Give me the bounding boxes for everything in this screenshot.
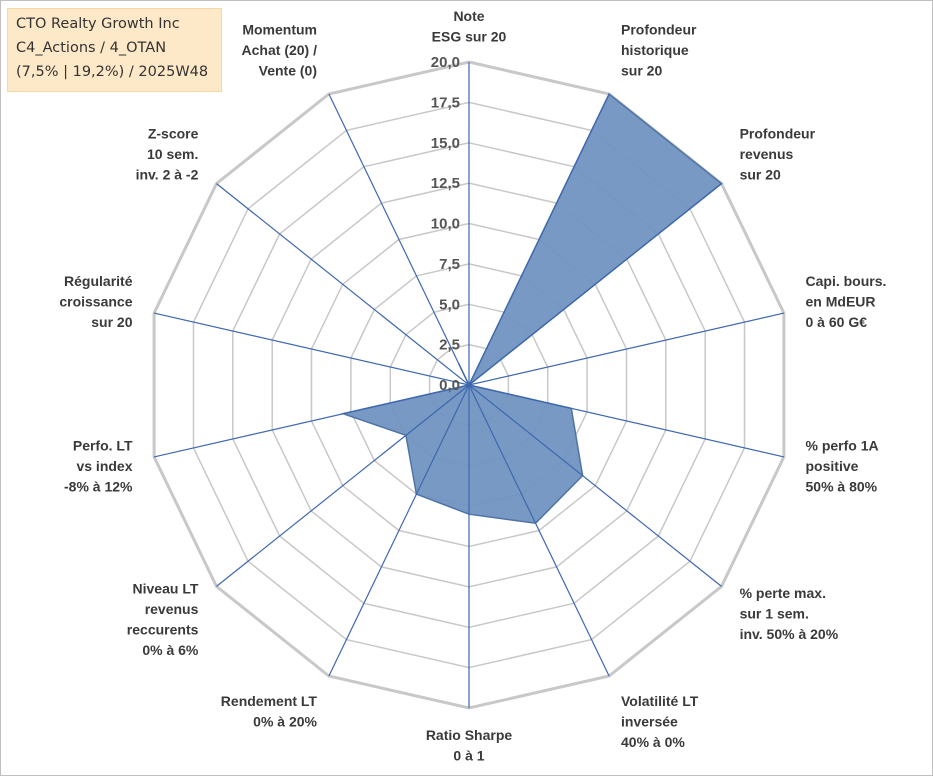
- axis-spoke: [153, 384, 470, 458]
- axis-spoke: [468, 93, 610, 386]
- axis-label-line: croissance: [59, 294, 132, 310]
- axis-label-line: % perte max.: [740, 585, 826, 601]
- axis-label-line: Achat (20) /: [242, 42, 318, 58]
- axis-label-line: Niveau LT: [133, 581, 199, 597]
- axis-label: Z-score 10 sem. inv. 2 à -2: [136, 125, 199, 182]
- axis-label-line: Profondeur: [621, 21, 697, 37]
- axis-label-line: sur 20: [740, 166, 781, 182]
- axis-spoke: [328, 93, 470, 386]
- axis-label: Capi. bours. en MdEUR 0 à 60 G€: [806, 273, 887, 330]
- radial-tick-label: 10,0: [431, 216, 460, 233]
- axis-label-line: revenus: [740, 146, 794, 162]
- radial-tick-label: 12,5: [431, 175, 460, 192]
- axis-label-line: historique: [621, 42, 689, 58]
- axis-label: Régularité croissance sur 20: [59, 273, 132, 330]
- axis-spoke: [153, 312, 470, 386]
- axis-spoke: [216, 183, 470, 386]
- axis-label-line: revenus: [145, 601, 199, 617]
- axis-label-line: inv. 50% à 20%: [740, 626, 839, 642]
- axis-label-line: Volatilité LT: [621, 693, 699, 709]
- axis-label-line: Capi. bours.: [806, 273, 887, 289]
- axis-label-line: Z-score: [148, 125, 199, 141]
- axis-label: Profondeur historique sur 20: [621, 21, 697, 78]
- axis-spoke: [328, 384, 470, 677]
- radial-tick-label: 2,5: [439, 337, 460, 354]
- axis-spoke: [468, 183, 722, 386]
- axis-label: % perfo 1A positive 50% à 80%: [806, 437, 879, 494]
- axis-label-line: 40% à 0%: [621, 734, 685, 750]
- axis-spoke: [468, 384, 610, 677]
- axis-label: Profondeur revenus sur 20: [740, 125, 816, 182]
- axis-label: Volatilité LT inversée 40% à 0%: [621, 693, 699, 750]
- axis-label-line: reccurents: [127, 622, 199, 638]
- axis-label-line: positive: [806, 458, 859, 474]
- radial-tick-label: 7,5: [439, 256, 460, 273]
- radial-tick-label: 5,0: [439, 296, 460, 313]
- axis-label-line: sur 20: [91, 314, 132, 330]
- axis-label-line: Profondeur: [740, 125, 816, 141]
- axis-label-line: en MdEUR: [806, 294, 876, 310]
- axis-label-line: Rendement LT: [221, 693, 318, 709]
- axis-label-line: Perfo. LT: [73, 437, 133, 453]
- axis-spoke: [468, 384, 785, 458]
- axis-label-line: inversée: [621, 714, 678, 730]
- axis-label-line: ESG sur 20: [432, 29, 507, 45]
- axis-label-line: Momentum: [242, 21, 317, 37]
- axis-label-line: Note: [453, 8, 484, 24]
- axis-label: Perfo. LT vs index -8% à 12%: [64, 437, 133, 494]
- axis-label-line: sur 1 sem.: [740, 606, 809, 622]
- chart-title-line: (7,5% | 19,2%) / 2025W48: [16, 64, 209, 80]
- axis-label: % perte max. sur 1 sem. inv. 50% à 20%: [740, 585, 839, 642]
- chart-title-line: CTO Realty Growth Inc: [16, 16, 180, 32]
- axis-label-line: inv. 2 à -2: [136, 166, 199, 182]
- axis-label-line: Régularité: [64, 273, 133, 289]
- chart-title-line: C4_Actions / 4_OTAN: [16, 40, 167, 56]
- axis-label-line: % perfo 1A: [806, 437, 879, 453]
- radial-tick-label: 17,5: [431, 94, 460, 111]
- axis-label-line: 10 sem.: [147, 146, 198, 162]
- axis-label-line: 0% à 6%: [142, 642, 199, 658]
- radial-tick-label: 20,0: [431, 54, 460, 71]
- axis-label: Rendement LT 0% à 20%: [221, 693, 318, 730]
- axis-spoke: [468, 384, 722, 587]
- axis-label-line: -8% à 12%: [64, 478, 133, 494]
- axis-label-line: sur 20: [621, 62, 662, 78]
- radial-tick-label: 15,0: [431, 135, 460, 152]
- axis-label-line: vs index: [76, 458, 132, 474]
- radial-tick-label: 0,0: [439, 377, 460, 394]
- axis-spoke: [216, 384, 470, 587]
- axis-label: Note ESG sur 20: [432, 8, 507, 45]
- axis-label-line: Vente (0): [259, 62, 317, 78]
- axis-label-line: 0% à 20%: [253, 714, 317, 730]
- axis-label: Niveau LT revenus reccurents 0% à 6%: [127, 581, 199, 659]
- axis-label: Momentum Achat (20) / Vente (0): [242, 21, 318, 78]
- axis-label-line: 50% à 80%: [806, 478, 878, 494]
- chart-title-box: CTO Realty Growth Inc C4_Actions / 4_OTA…: [7, 8, 222, 92]
- axis-spoke: [468, 312, 785, 386]
- axis-label-line: 0 à 60 G€: [806, 314, 868, 330]
- axis-label-line: Ratio Sharpe: [426, 727, 513, 743]
- axis-label: Ratio Sharpe 0 à 1: [426, 727, 513, 764]
- axis-label-line: 0 à 1: [453, 748, 484, 764]
